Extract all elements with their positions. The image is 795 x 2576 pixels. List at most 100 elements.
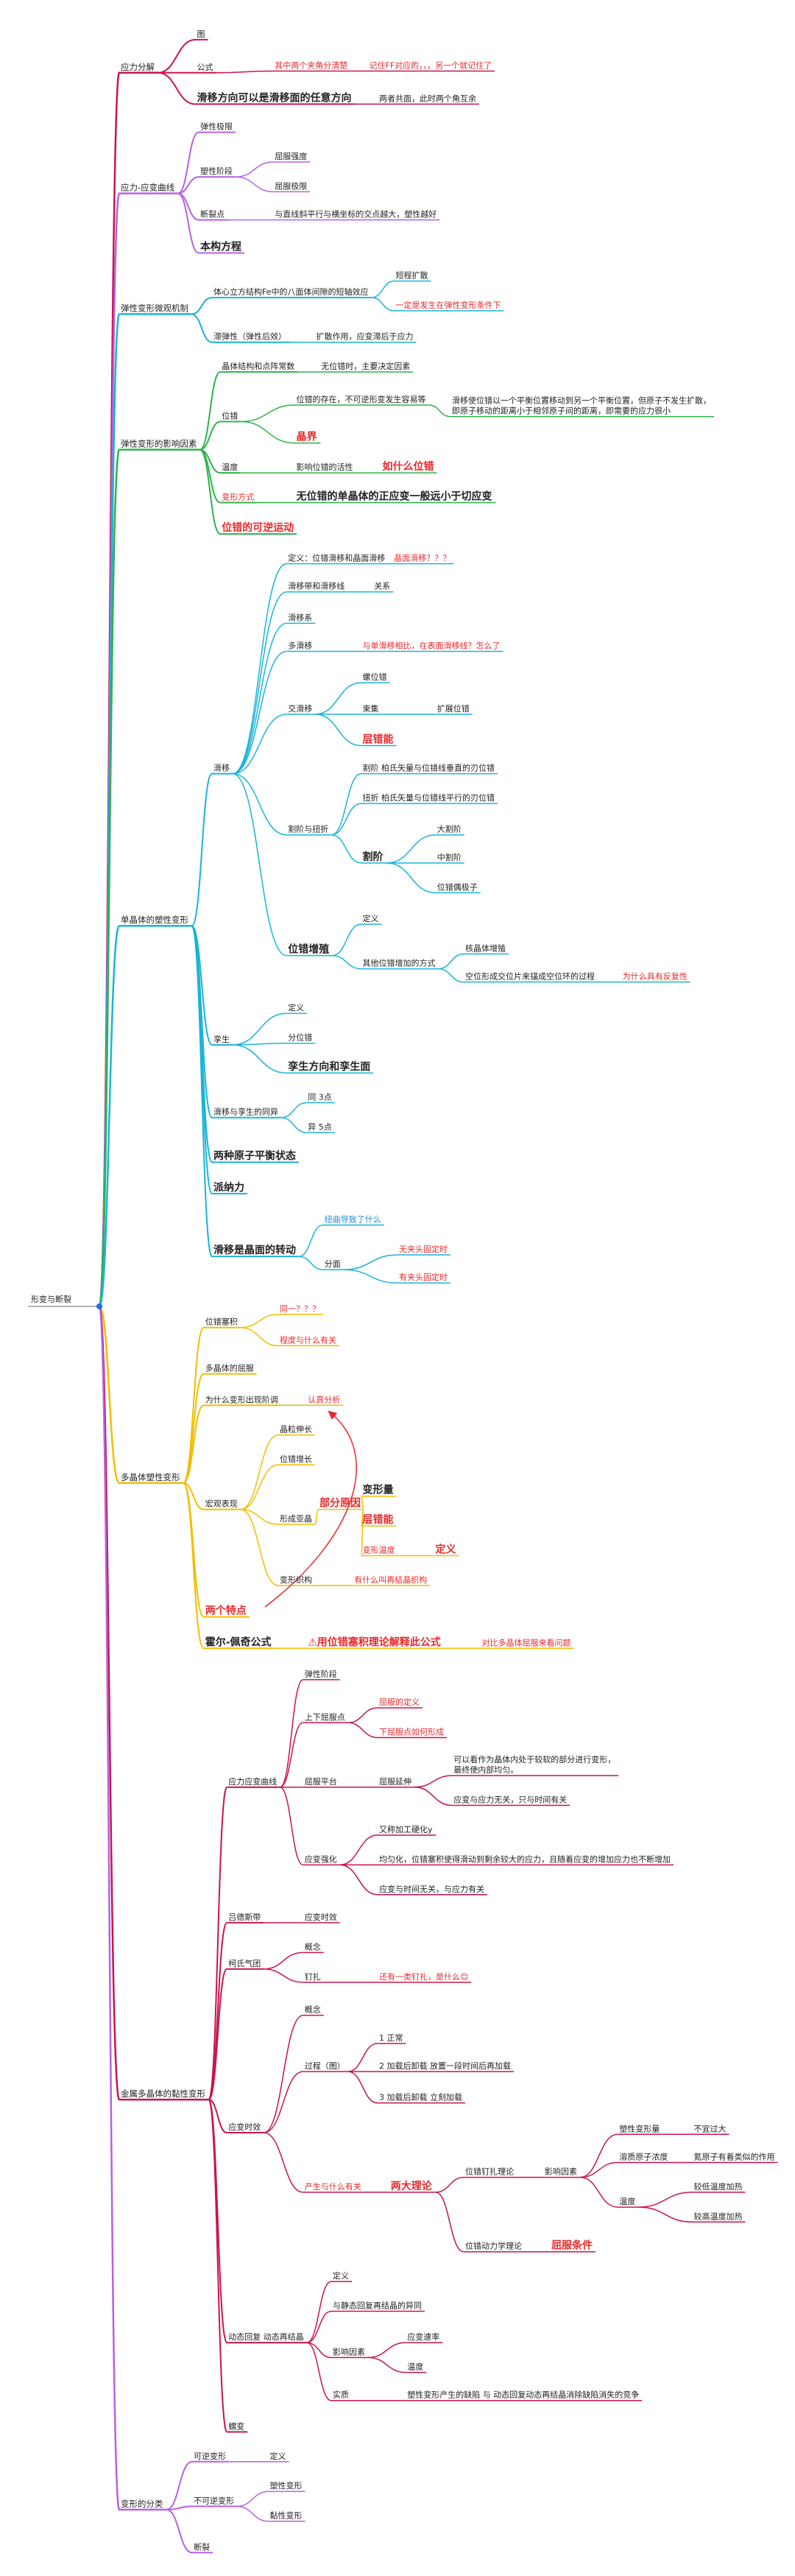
connector xyxy=(306,2281,332,2343)
connector xyxy=(347,2071,378,2104)
node-label: 均匀化，位错塞积使得滑动到剩余较大的应力，且随着应变的增加应力也不断增加 xyxy=(379,1854,671,1864)
connector xyxy=(339,1864,378,1896)
node-label: 可逆变形 xyxy=(194,2451,226,2461)
node-label: 位错的存在，不可逆形变发生容易等 xyxy=(297,394,426,404)
node-label: 变形量 xyxy=(363,1484,394,1496)
node-label: 纽曲导致了什么 xyxy=(325,1214,381,1225)
node-label: 弹性变形的影响因素 xyxy=(121,439,197,449)
node-label: 层错能 xyxy=(363,733,394,745)
node-label: 无夹头固定时 xyxy=(399,1244,448,1254)
connector xyxy=(264,2014,303,2133)
node-label: 扩展位错 xyxy=(437,703,470,714)
node-label: 应变与时间无关，与应力有关 xyxy=(379,1884,484,1894)
node-label: 概念 xyxy=(305,1941,321,1952)
connector xyxy=(435,2192,464,2253)
connector xyxy=(191,313,213,343)
connector xyxy=(177,192,199,221)
node-label: 图 xyxy=(197,29,205,39)
node-label: 3 加载后卸载 立刻加载 xyxy=(379,2092,462,2102)
connector xyxy=(280,1102,307,1119)
node-label: 变形方式 xyxy=(222,491,254,502)
node-label: 位错动力学理论 xyxy=(465,2241,522,2251)
connector xyxy=(191,297,213,315)
node-label: 与静态回复再结晶的异同 xyxy=(333,2301,422,2311)
connector xyxy=(98,1305,121,1485)
node-label: 两大理论 xyxy=(391,2180,433,2192)
node-label: 孪生方向和孪生面 xyxy=(288,1060,370,1073)
connector xyxy=(240,1434,279,1510)
connector xyxy=(264,1952,303,1970)
node-label: 塑性变形 xyxy=(270,2480,303,2491)
connector xyxy=(343,1254,398,1270)
connector xyxy=(183,1404,205,1484)
root-dot xyxy=(96,1303,102,1309)
connector xyxy=(232,1013,287,1046)
annotation-arrow xyxy=(264,1410,357,1608)
connector xyxy=(177,176,199,194)
node-label: 割阶 柏氏矢量与位错线垂直的刃位错 xyxy=(363,763,495,773)
node-label: 影响因素 xyxy=(545,2167,577,2177)
connector xyxy=(183,1482,205,1618)
node-label: 大割阶 xyxy=(437,824,462,834)
node-label: 晶体结构和点阵常数 xyxy=(222,361,294,371)
connector xyxy=(183,1326,205,1484)
node-label: 同 3点 xyxy=(308,1092,332,1102)
connector xyxy=(360,1508,364,1557)
node-label: 产生与什么有关 xyxy=(305,2181,361,2192)
node-label: 过程（图） xyxy=(305,2061,345,2071)
connector xyxy=(343,1269,398,1284)
connector xyxy=(166,2505,193,2510)
node-label: 其中两个夹角分清楚 xyxy=(275,60,347,71)
connector xyxy=(332,954,361,970)
connector xyxy=(331,773,361,836)
node-label: 应力分解 xyxy=(121,62,155,72)
node-label: 定义 xyxy=(436,1544,456,1556)
node-label: 屈服强度 xyxy=(275,151,307,161)
connector xyxy=(183,1482,205,1510)
node-label: 应变时效 xyxy=(305,1912,337,1922)
node-label: 束集 xyxy=(363,703,379,714)
connector xyxy=(177,192,199,254)
node-label: 弹性阶段 xyxy=(305,1669,337,1679)
node-label: 单晶体的塑性变形 xyxy=(121,915,188,925)
connector xyxy=(315,682,361,715)
connector xyxy=(216,70,274,74)
node-label: 滑移带和滑移线 xyxy=(288,581,344,591)
node-label: 两者共面，此时两个角互余 xyxy=(379,93,476,103)
connector xyxy=(315,714,361,747)
node-label: 屈服延伸 xyxy=(379,1777,411,1787)
label-line: 最终使内部均匀。 xyxy=(453,1764,518,1775)
node-label: 与直线斜平行与横坐标的交点越大，塑性越好 xyxy=(275,209,437,219)
node-label: 滑移方向可以是滑移面的任意方向 xyxy=(197,91,352,104)
connector xyxy=(438,968,464,983)
connector xyxy=(306,2310,332,2343)
node-label: 影响因素 xyxy=(333,2347,365,2357)
node-label: 中割阶 xyxy=(437,852,462,862)
label-line: 滑移使位错以一个平衡位置移动到另一个平衡位置，但原子不发生扩散， xyxy=(452,395,711,406)
connector xyxy=(347,1722,378,1739)
node-label: 部分原因 xyxy=(319,1497,361,1510)
node-label: 动态回复 动态再结晶 xyxy=(228,2332,304,2342)
connector xyxy=(232,773,287,957)
connector xyxy=(232,1042,287,1046)
connector xyxy=(298,1256,323,1270)
connector xyxy=(232,563,287,775)
node-label: 晶面滑移？？？ xyxy=(394,554,451,563)
node-label: 还有一类钉扎，是什么😊 xyxy=(379,1971,468,1982)
node-label: 如什么位错 xyxy=(383,460,434,473)
node-label: 屈服条件 xyxy=(551,2239,593,2252)
node-label: 两个特点 xyxy=(205,1605,247,1617)
node-label: 霍尔-佩奇公式 xyxy=(205,1636,272,1648)
node-label: 认真分析 xyxy=(308,1394,340,1404)
node-label: 可以看作为晶体内处于较软的部分进行变形，最终使内部均匀。 xyxy=(453,1754,615,1775)
node-label: 多晶体的屈服 xyxy=(205,1363,254,1373)
node-label: 位错增殖 xyxy=(288,943,329,956)
connector xyxy=(579,2161,618,2178)
node-label: 蠕变 xyxy=(228,2421,244,2431)
node-label: 应力-应变曲线 xyxy=(121,183,175,193)
node-label: 公式 xyxy=(197,63,213,72)
connector xyxy=(240,1508,279,1525)
node-label: 分位错 xyxy=(288,1032,312,1043)
node-label: 应变强化 xyxy=(305,1854,337,1864)
